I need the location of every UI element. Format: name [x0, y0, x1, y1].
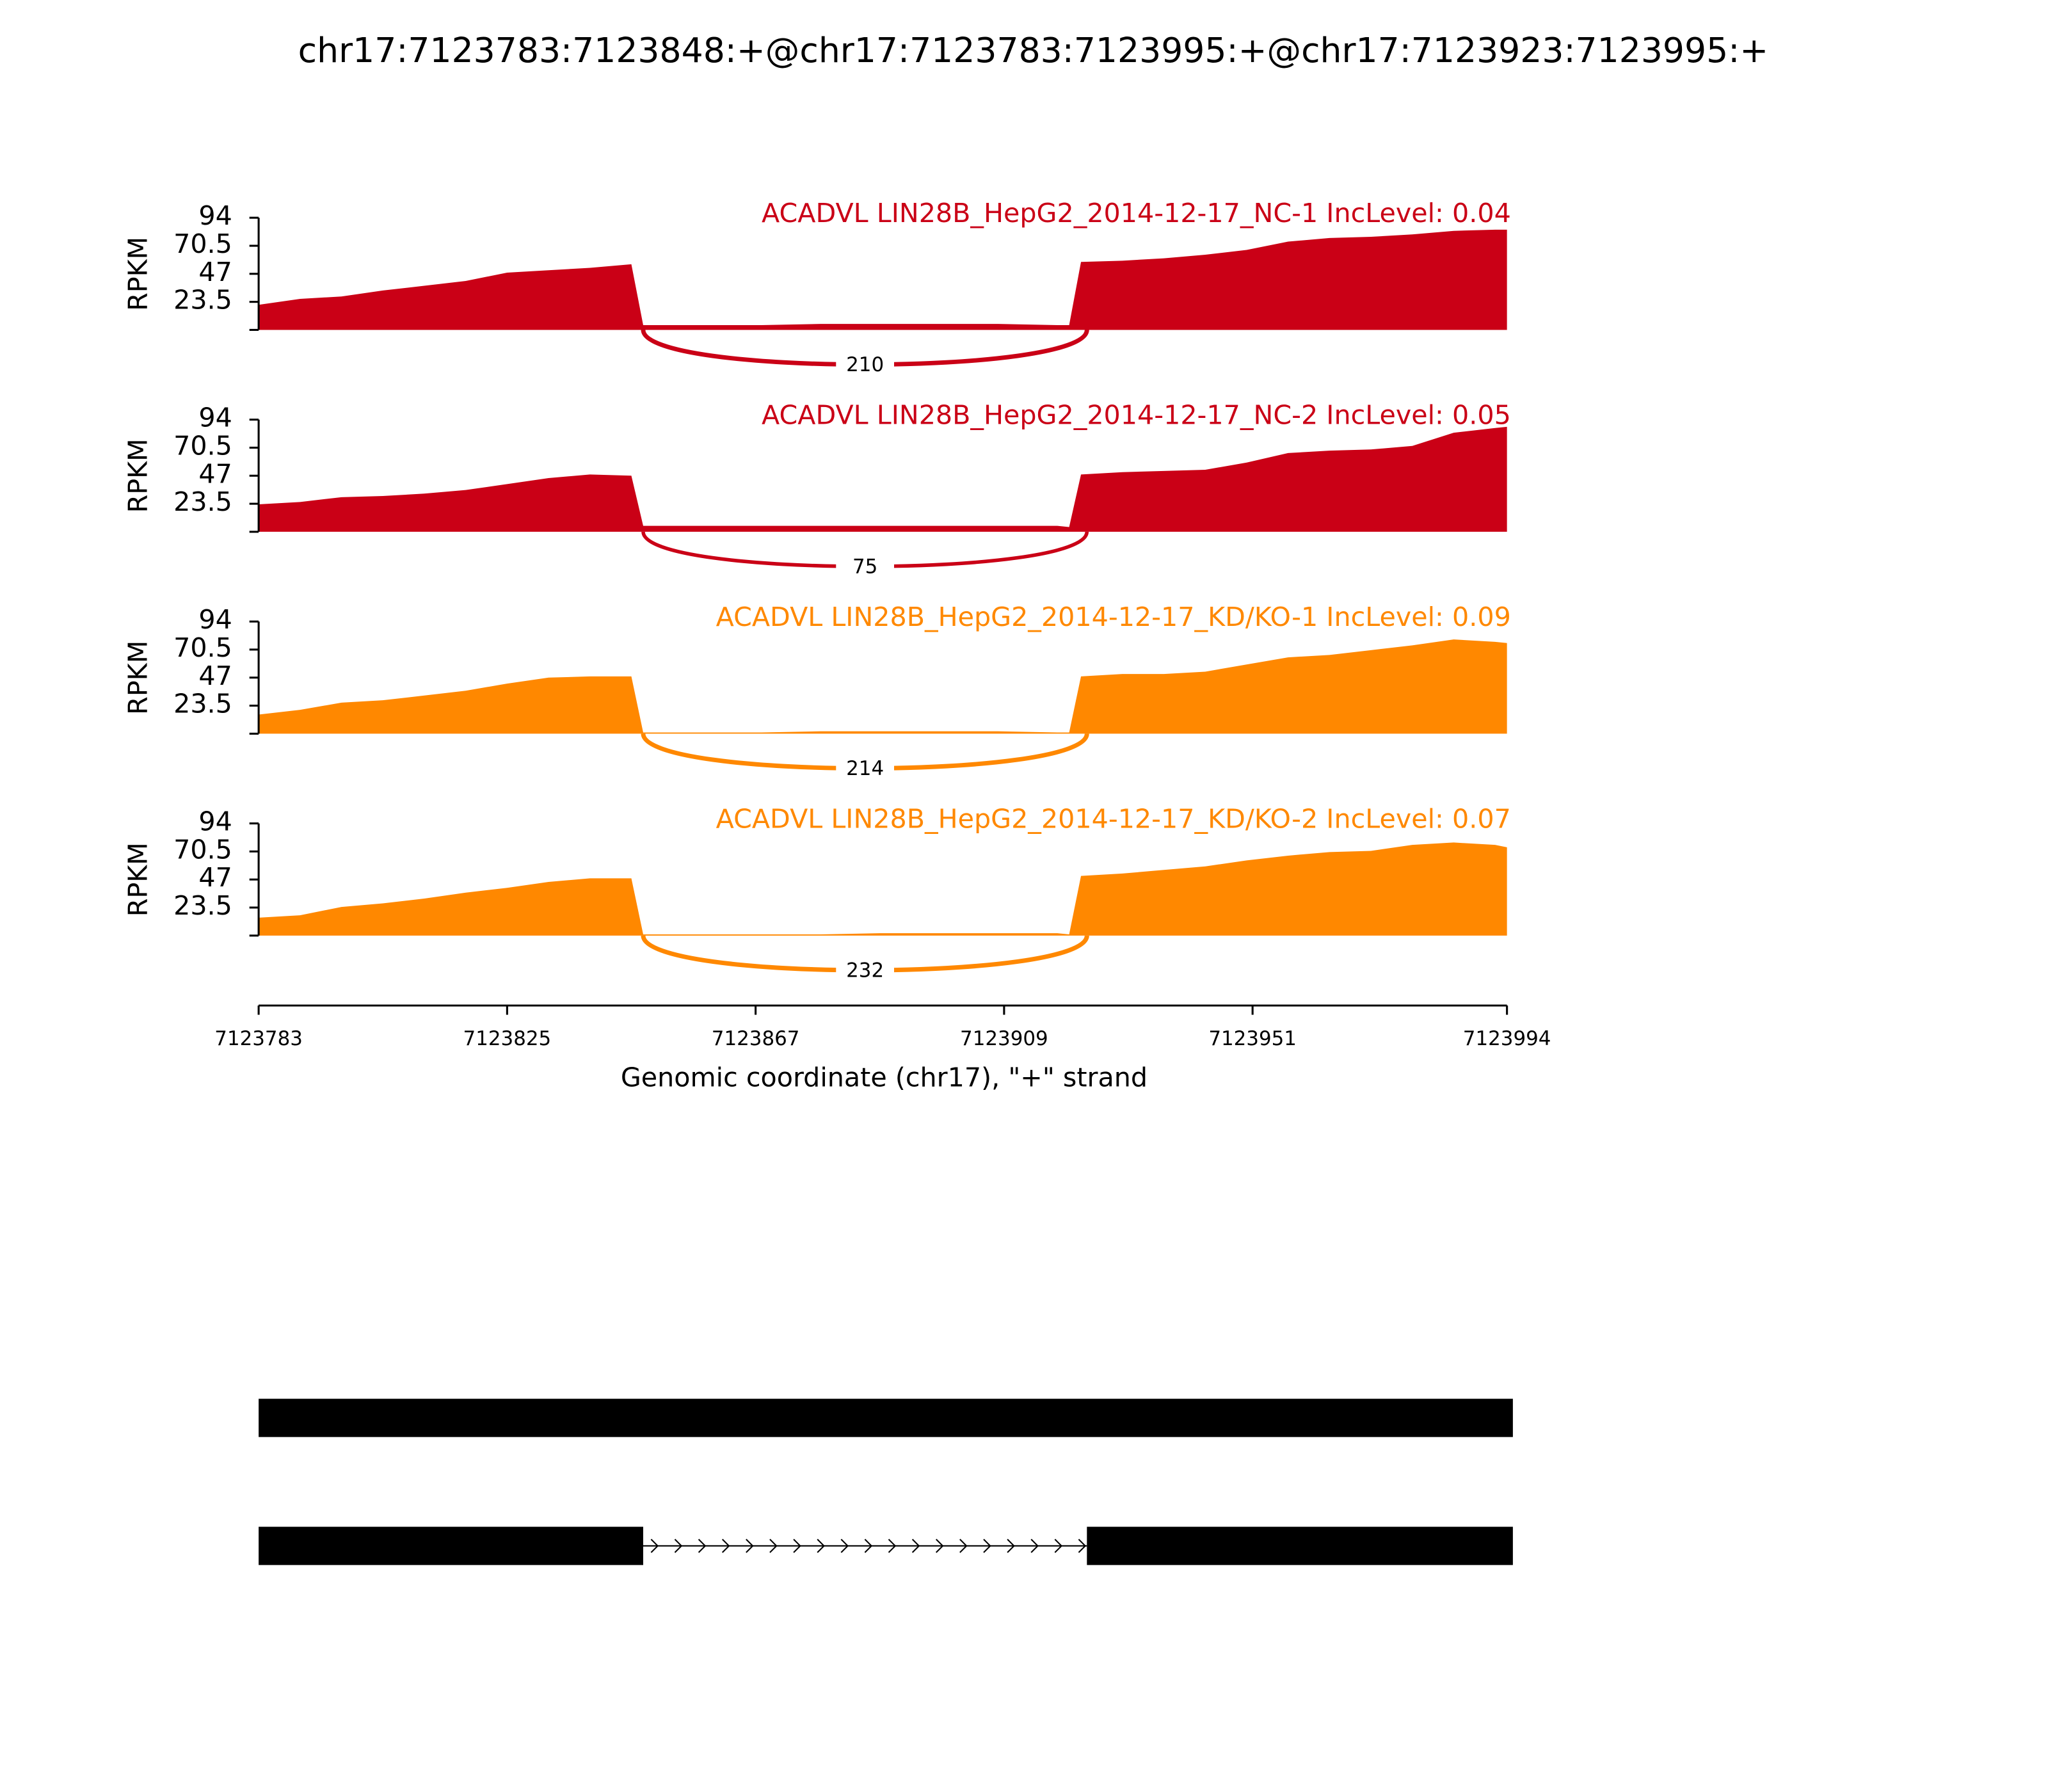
- junction-label-bg: [836, 554, 895, 579]
- intron-chevron: [864, 1539, 873, 1553]
- y-tick-label: 47: [198, 862, 232, 893]
- y-axis-label: RPKM: [123, 237, 154, 311]
- x-tick-label: 7123909: [960, 1027, 1048, 1050]
- intron-chevron: [959, 1539, 968, 1553]
- y-tick-label: 94: [198, 604, 232, 635]
- intron-chevron: [888, 1539, 897, 1553]
- coverage-area: [259, 426, 1507, 532]
- x-tick-label: 7123825: [463, 1027, 552, 1050]
- intron-chevron: [674, 1539, 683, 1553]
- chart-title: chr17:7123783:7123848:+@chr17:7123783:71…: [298, 30, 1769, 70]
- exon: [1087, 1526, 1513, 1565]
- intron-chevron: [746, 1539, 754, 1553]
- y-tick-label: 70.5: [173, 228, 232, 259]
- y-tick-label: 47: [198, 458, 232, 489]
- coverage-area: [259, 229, 1507, 330]
- junction-label: 75: [852, 556, 877, 579]
- panel-label: ACADVL LIN28B_HepG2_2014-12-17_NC-1 IncL…: [762, 198, 1511, 228]
- intron-chevron: [1030, 1539, 1039, 1553]
- junction-label-bg: [836, 353, 895, 377]
- intron-chevron: [983, 1539, 991, 1553]
- y-tick-label: 23.5: [173, 890, 232, 921]
- y-tick-label: 23.5: [173, 285, 232, 316]
- x-tick-label: 7123994: [1463, 1027, 1551, 1050]
- y-tick-label: 94: [198, 806, 232, 837]
- panel-label: ACADVL LIN28B_HepG2_2014-12-17_KD/KO-1 I…: [716, 602, 1511, 632]
- y-axis-label: RPKM: [123, 438, 154, 513]
- y-tick-label: 70.5: [173, 834, 232, 865]
- y-tick-label: 23.5: [173, 689, 232, 719]
- intron-chevron: [840, 1539, 849, 1553]
- junction-label: 214: [846, 757, 884, 780]
- junction-label: 232: [846, 959, 884, 982]
- y-tick-label: 70.5: [173, 430, 232, 461]
- junction-label: 210: [846, 353, 884, 376]
- exon: [259, 1398, 1513, 1437]
- y-axis-label: RPKM: [123, 641, 154, 715]
- x-tick-label: 7123783: [214, 1027, 303, 1050]
- intron-chevron: [817, 1539, 825, 1553]
- intron-chevron: [769, 1539, 778, 1553]
- y-axis-label: RPKM: [123, 842, 154, 916]
- y-tick-label: 70.5: [173, 632, 232, 663]
- y-tick-label: 23.5: [173, 486, 232, 517]
- x-tick-label: 7123867: [712, 1027, 800, 1050]
- panel-label: ACADVL LIN28B_HepG2_2014-12-17_NC-2 IncL…: [762, 400, 1511, 431]
- junction-label-bg: [836, 756, 895, 781]
- panel-label: ACADVL LIN28B_HepG2_2014-12-17_KD/KO-2 I…: [716, 803, 1511, 834]
- intron-chevron: [911, 1539, 920, 1553]
- intron-chevron: [698, 1539, 707, 1553]
- exon: [259, 1526, 643, 1565]
- coverage-area: [259, 842, 1507, 936]
- intron-chevron: [1007, 1539, 1015, 1553]
- intron-chevron: [721, 1539, 730, 1553]
- x-axis-label: Genomic coordinate (chr17), "+" strand: [621, 1062, 1148, 1093]
- intron-chevron: [1054, 1539, 1063, 1553]
- coverage-area: [259, 639, 1507, 734]
- y-tick-label: 94: [198, 403, 232, 433]
- y-tick-label: 47: [198, 660, 232, 691]
- junction-label-bg: [836, 958, 895, 982]
- intron-chevron: [793, 1539, 801, 1553]
- intron-chevron: [650, 1539, 659, 1553]
- intron-chevron: [935, 1539, 944, 1553]
- x-tick-label: 7123951: [1208, 1027, 1297, 1050]
- intron-chevron: [1078, 1539, 1087, 1553]
- y-tick-label: 94: [198, 200, 232, 231]
- y-tick-label: 47: [198, 257, 232, 287]
